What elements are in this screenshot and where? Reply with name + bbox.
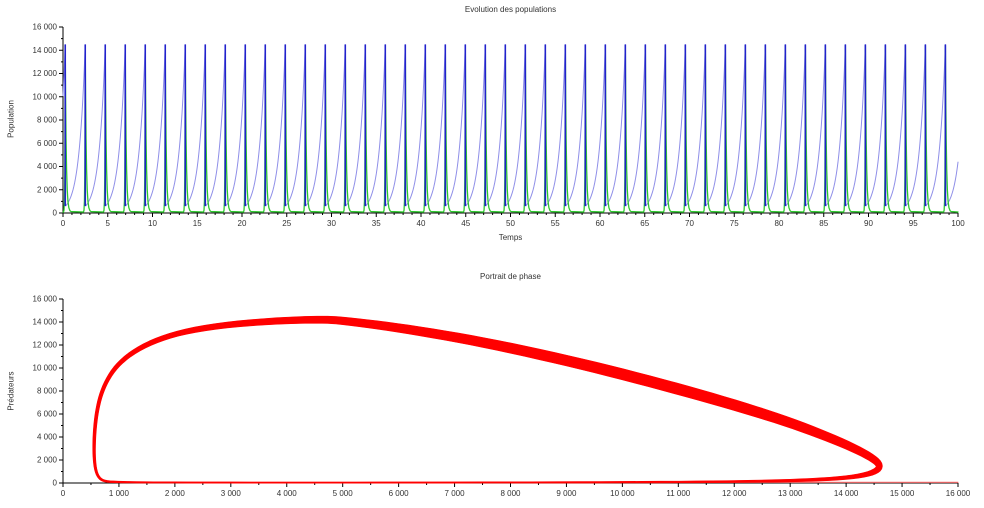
svg-text:25: 25: [282, 219, 291, 228]
svg-text:8 000: 8 000: [500, 489, 521, 498]
svg-text:16 000: 16 000: [33, 295, 58, 304]
svg-text:15 000: 15 000: [890, 489, 915, 498]
populations-chart-title: Evolution des populations: [464, 5, 557, 14]
phase-plot-area: 0 1 000 2 000 3 000 4 000 5 000 6 000 7 000 8 00…: [33, 295, 971, 499]
svg-text:14 000: 14 000: [33, 318, 58, 327]
svg-text:16 000: 16 000: [946, 489, 971, 498]
svg-text:8 000: 8 000: [37, 116, 58, 125]
svg-text:6 000: 6 000: [389, 489, 410, 498]
svg-text:0: 0: [53, 209, 58, 218]
svg-text:14 000: 14 000: [834, 489, 859, 498]
svg-text:5 000: 5 000: [333, 489, 354, 498]
svg-text:10: 10: [148, 219, 157, 228]
svg-text:3 000: 3 000: [221, 489, 242, 498]
svg-text:65: 65: [640, 219, 649, 228]
svg-text:13 000: 13 000: [778, 489, 803, 498]
svg-text:15: 15: [193, 219, 202, 228]
svg-text:75: 75: [730, 219, 739, 228]
svg-text:2 000: 2 000: [165, 489, 186, 498]
svg-text:70: 70: [685, 219, 694, 228]
svg-text:4 000: 4 000: [277, 489, 298, 498]
svg-text:8 000: 8 000: [37, 387, 58, 396]
svg-text:6 000: 6 000: [37, 139, 58, 148]
svg-text:0: 0: [61, 219, 66, 228]
populations-plot-area: 0 5 10 15 20 25 30 35 40 45 50 55 60 65 70 75 80 85 90 95 10…: [33, 23, 966, 229]
svg-text:1 000: 1 000: [109, 489, 130, 498]
svg-text:55: 55: [551, 219, 560, 228]
svg-text:0: 0: [61, 489, 66, 498]
svg-text:90: 90: [864, 219, 873, 228]
phase-chart-title: Portrait de phase: [480, 272, 541, 281]
svg-text:35: 35: [372, 219, 381, 228]
svg-text:80: 80: [775, 219, 784, 228]
svg-text:60: 60: [596, 219, 605, 228]
svg-text:7 000: 7 000: [445, 489, 466, 498]
svg-text:12 000: 12 000: [722, 489, 747, 498]
svg-text:40: 40: [417, 219, 426, 228]
svg-text:6 000: 6 000: [37, 410, 58, 419]
svg-text:50: 50: [506, 219, 515, 228]
svg-text:16 000: 16 000: [33, 23, 58, 32]
svg-text:85: 85: [819, 219, 828, 228]
svg-text:10 000: 10 000: [33, 92, 58, 101]
svg-text:4 000: 4 000: [37, 162, 58, 171]
svg-text:100: 100: [951, 219, 965, 228]
svg-text:9 000: 9 000: [556, 489, 577, 498]
svg-text:10 000: 10 000: [33, 364, 58, 373]
svg-text:95: 95: [909, 219, 918, 228]
svg-text:12 000: 12 000: [33, 341, 58, 350]
populations-x-axis-label: Temps: [498, 233, 523, 242]
svg-text:20: 20: [238, 219, 247, 228]
svg-text:0: 0: [53, 479, 58, 488]
svg-text:2 000: 2 000: [37, 185, 58, 194]
svg-text:4 000: 4 000: [37, 433, 58, 442]
svg-text:10 000: 10 000: [610, 489, 635, 498]
svg-text:45: 45: [461, 219, 470, 228]
svg-text:30: 30: [327, 219, 336, 228]
svg-text:11 000: 11 000: [666, 489, 690, 498]
svg-text:5: 5: [106, 219, 111, 228]
svg-text:14 000: 14 000: [33, 46, 58, 55]
svg-text:12 000: 12 000: [33, 69, 58, 78]
svg-text:2 000: 2 000: [37, 456, 58, 465]
